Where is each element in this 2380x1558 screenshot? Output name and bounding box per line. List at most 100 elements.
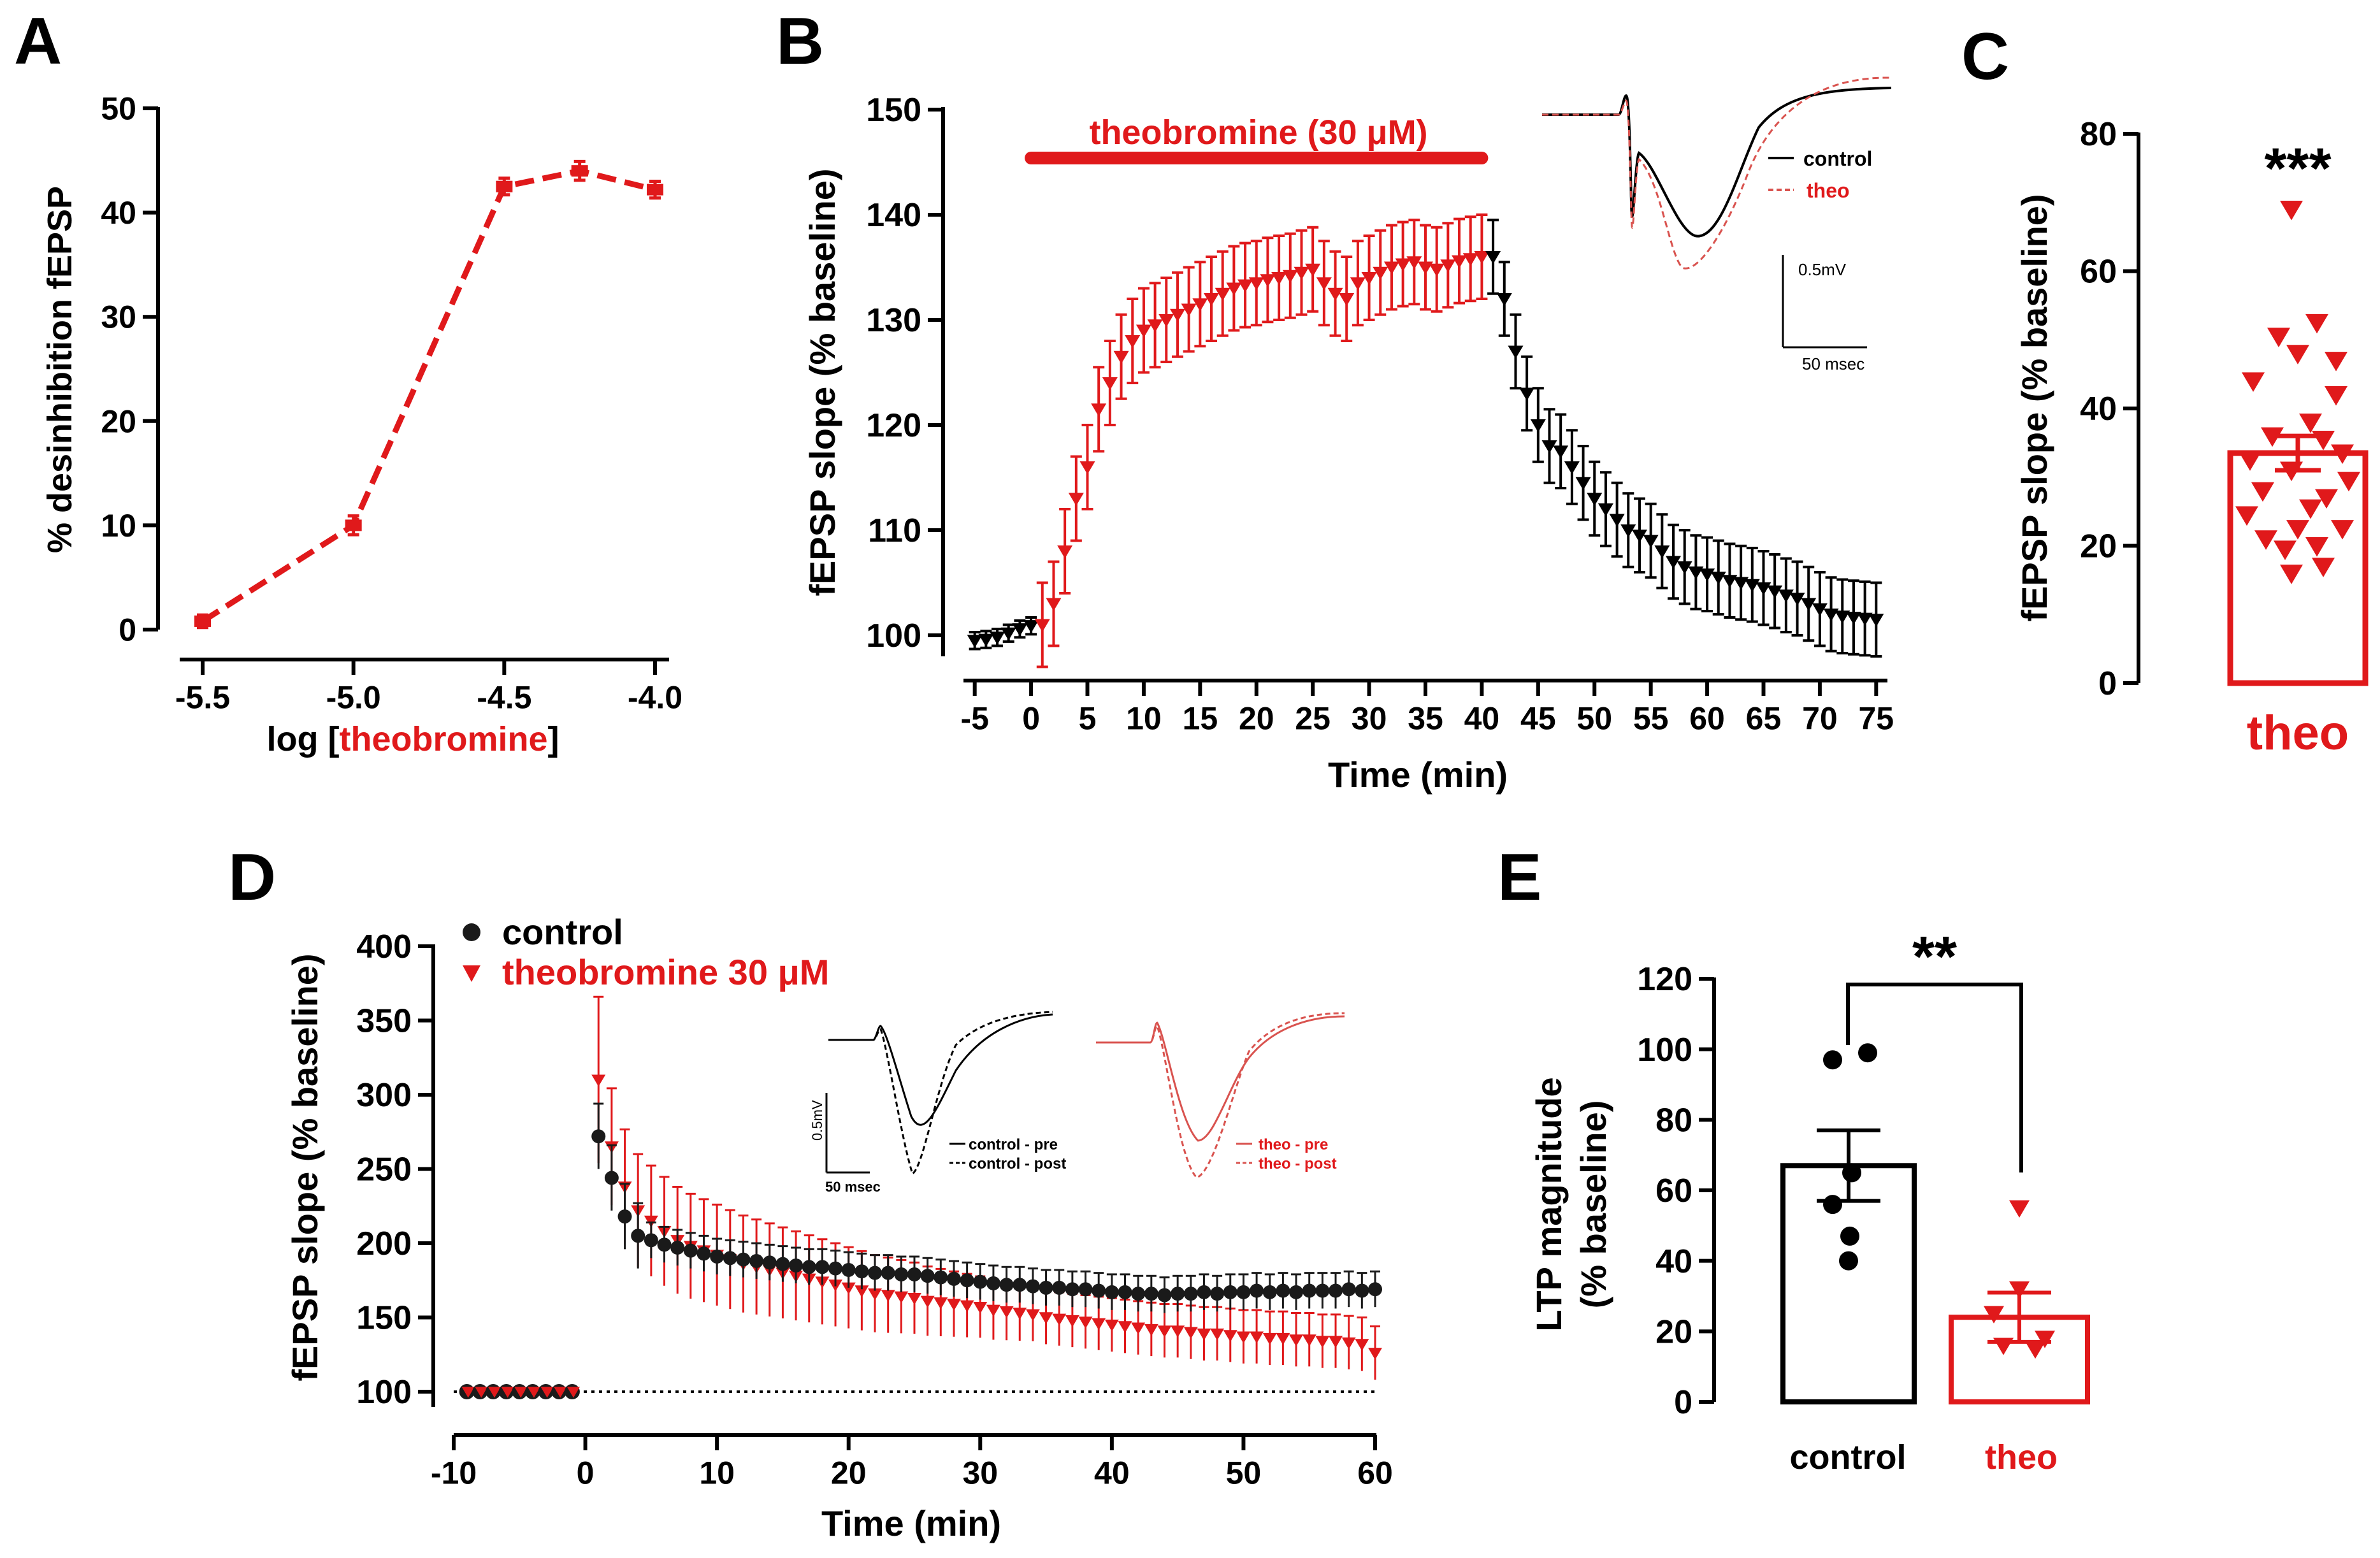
panel-d-ytick-label: 400 [356, 928, 412, 965]
panel-d-control-point [1078, 1282, 1093, 1297]
panel-b-washout-point [1587, 493, 1603, 506]
inset-trace-theo [1542, 76, 1892, 270]
inset-d-trace-theo-post [1096, 1012, 1345, 1179]
panel-d-theo-point [1250, 1331, 1264, 1344]
panel-a-xtick-label: -5.0 [326, 680, 381, 716]
legend-label-control: control [502, 912, 623, 952]
panel-e-chart: 0 20 40 60 80 100 120 LTP magnitude (% baselin… [1529, 925, 2090, 1476]
panel-d-control-point [907, 1267, 921, 1281]
panel-d-control-point [1289, 1285, 1304, 1299]
panel-b-drug-point [1316, 277, 1332, 291]
panel-d-control-point [946, 1271, 961, 1286]
panel-d-control-point [762, 1255, 777, 1270]
panel-b-ticks: 100 110 120 130 140 150 -5 0 5 10 15 20 25 30 35 40 45 50… [866, 92, 1894, 736]
panel-d-axes [431, 944, 1376, 1437]
panel-d-theo-point [1118, 1321, 1132, 1333]
panel-b-washout-point [1835, 610, 1850, 624]
inset-trace-control [1542, 87, 1892, 238]
panel-b-inset: control theo 0.5mV 50 msec [1542, 76, 1892, 373]
panel-b-washout-point [1677, 561, 1692, 575]
panel-c-point [2286, 520, 2309, 540]
inset-legend-control: control [1803, 147, 1872, 170]
panel-b-xtick-label: 15 [1183, 701, 1218, 737]
panel-e-marks [1780, 1043, 2090, 1405]
panel-d-theo-baseline-point [461, 1387, 475, 1398]
panel-b-xtick-label: -5 [960, 701, 988, 737]
panel-c-ylabel: fEPSP slope (% baseline) [2014, 194, 2054, 621]
panel-d-theo-point [1289, 1334, 1304, 1346]
panel-d-control-point [736, 1252, 751, 1267]
panel-b-xtick-label: 25 [1295, 701, 1331, 737]
panel-d-ytick-label: 300 [356, 1077, 412, 1114]
panel-b-washout-point [1620, 524, 1636, 538]
panel-d-xtick-label: -10 [431, 1455, 477, 1491]
panel-b-baseline-point [1000, 627, 1016, 641]
panel-e-category-control: control [1790, 1438, 1907, 1476]
panel-b-washout-point [1767, 585, 1783, 599]
panel-d-theo-point [1315, 1336, 1330, 1348]
panel-d-ytick-label: 250 [356, 1151, 412, 1188]
panel-c-point [2280, 565, 2303, 584]
panel-e-ytick-label: 100 [1637, 1032, 1692, 1069]
panel-c-point [2299, 414, 2322, 433]
panel-d-ytick-label: 350 [356, 1003, 412, 1040]
panel-d-theo-point [881, 1290, 895, 1302]
panel-c-point [2312, 430, 2335, 451]
panel-d-theo-point [591, 1074, 606, 1087]
panel-c-point [2305, 314, 2328, 334]
panel-a-ytick-label: 50 [101, 91, 136, 127]
inset-scale-h-label: 50 msec [1802, 354, 1864, 373]
panel-b-xtick-label: 10 [1126, 701, 1162, 737]
panel-b-washout-point [1530, 419, 1546, 433]
panel-d-control-point [789, 1258, 804, 1273]
panel-a-xlabel: log [theobromine] [267, 720, 559, 758]
panel-b-drug-point [1215, 287, 1230, 301]
panel-d-chart: 100 150 200 250 300 350 400 -10 0 10 20 30 40 50 60 fE… [285, 912, 1393, 1543]
panel-e-control-point [1842, 1163, 1861, 1183]
panel-b-baseline-point [1023, 620, 1039, 633]
panel-d-xtick-label: 40 [1094, 1455, 1130, 1491]
panel-a-series-line [201, 168, 656, 624]
panel-c-point [2261, 427, 2284, 447]
panel-d-xtick-label: 0 [577, 1455, 595, 1491]
panel-d-xtick-label: 50 [1226, 1455, 1262, 1491]
panel-b-drug-point [1068, 493, 1084, 506]
panel-c-point [2312, 558, 2335, 577]
panel-d-control-point [1210, 1287, 1225, 1301]
panel-b-xtick-label: 0 [1022, 701, 1040, 737]
panel-d-theo-baseline-point [487, 1387, 501, 1398]
panel-d-theo-point [1368, 1348, 1382, 1360]
panel-b-xtick-label: 65 [1746, 701, 1782, 737]
panel-e-category-theo: theo [1985, 1438, 2058, 1476]
panel-b-drug-point [1260, 274, 1276, 287]
panel-b-washout-point [1789, 593, 1805, 606]
panel-c-point [2280, 201, 2303, 220]
panel-b-ytick-label: 130 [866, 302, 921, 339]
panel-d-ticks: 100 150 200 250 300 350 400 -10 0 10 20 30 40 50 60 [356, 928, 1393, 1490]
panel-a-data-point [496, 180, 513, 192]
panel-c-point [2331, 520, 2354, 540]
panel-e-theo-point [2025, 1341, 2045, 1359]
panel-d-control-point [960, 1273, 974, 1288]
panel-d-control-point [631, 1229, 645, 1243]
panel-b-drug-point [1079, 461, 1095, 475]
panel-c-point [2299, 499, 2322, 519]
panel-b-drug-point [1204, 293, 1220, 307]
panel-e-theo-point [2035, 1331, 2055, 1348]
panel-d-control-point [696, 1246, 711, 1261]
panel-d-theo-point [1157, 1325, 1172, 1338]
panel-b-drug-point [1248, 277, 1264, 291]
panel-d-inset: control - pre control - post 0.5mV 50 ms… [809, 1011, 1345, 1195]
panel-d-control-point [683, 1243, 698, 1258]
panel-a-data-point [647, 184, 663, 196]
panel-b-drug-point [1125, 335, 1141, 349]
panel-d-control-point [1144, 1287, 1158, 1301]
panel-d-theo-point [1104, 1319, 1119, 1332]
panel-letter-b: B [776, 4, 824, 78]
panel-d-control-point [1183, 1287, 1198, 1301]
panel-b-xlabel: Time (min) [1328, 754, 1508, 795]
panel-b-washout-point [1812, 603, 1828, 617]
panel-d-theo-baseline-point [475, 1387, 488, 1398]
inset-d-scale-h-label: 50 msec [825, 1179, 881, 1195]
